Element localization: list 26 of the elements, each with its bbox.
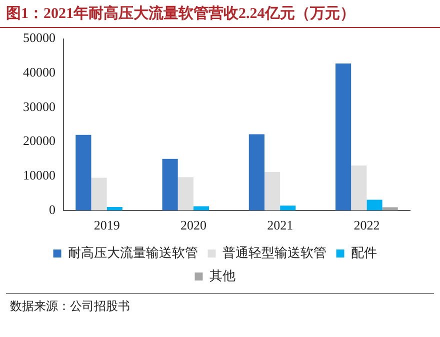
y-tick-label: 20000 [23,133,56,148]
chart-title: 图1：2021年耐高压大流量软管营收2.24亿元（万元） [0,0,440,28]
source-note: 数据来源：公司招股书 [6,293,434,315]
bar [248,134,264,210]
bar [366,200,382,210]
legend-label: 耐高压大流量输送软管 [68,244,198,261]
bar [91,178,107,210]
y-tick-label: 10000 [23,168,56,182]
y-tick-label: 50000 [23,30,56,46]
bar [351,165,367,210]
y-tick-label: 30000 [23,98,56,114]
bar [336,64,352,210]
bar [76,134,92,210]
x-tick-label: 2019 [94,218,120,233]
bar [178,177,194,210]
y-tick-label: 40000 [23,64,56,80]
legend-label: 配件 [350,246,377,261]
x-tick-label: 2020 [180,218,206,233]
legend-label: 其他 [209,268,236,284]
bar [162,158,178,210]
bar [264,172,280,210]
legend-label: 普通轻型输送软管 [222,244,326,261]
bar [280,206,296,210]
x-tick-label: 2021 [267,218,294,233]
y-tick-label: 0 [49,202,56,217]
x-tick-label: 2022 [354,218,380,233]
